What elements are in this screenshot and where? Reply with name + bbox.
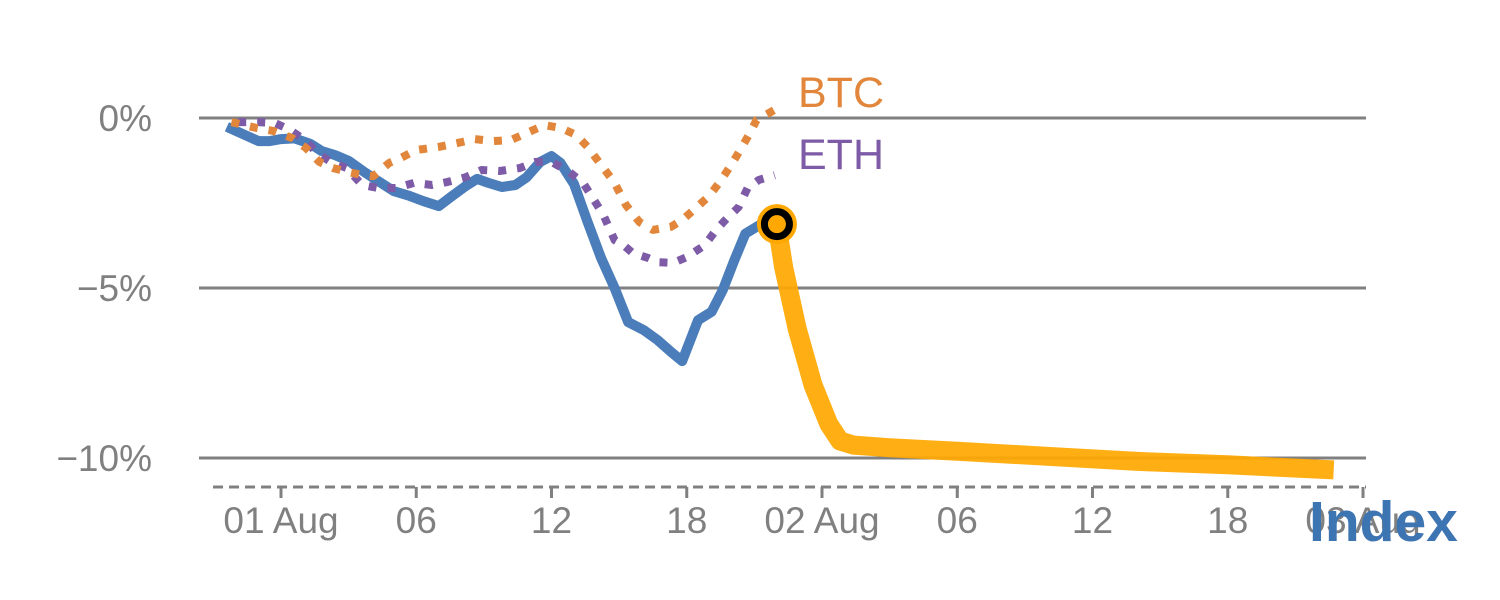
x-tick-label: 06 [937, 500, 978, 541]
x-tick-label: 03 Aug [1305, 500, 1420, 541]
series-line-index [224, 122, 777, 367]
x-axis-title-index: Index [1309, 490, 1458, 554]
series-line-btc [230, 106, 777, 234]
x-tick-label: 06 [396, 500, 437, 541]
marker-ring [760, 208, 793, 241]
series-line-index-highlight [767, 222, 1335, 480]
x-tick-label: 02 Aug [764, 500, 879, 541]
legend-label-btc: BTC [798, 69, 884, 117]
x-axis-tick-labels: 01 Aug 06 12 18 02 Aug 06 12 18 03 Aug [223, 500, 1420, 541]
x-axis [213, 485, 1366, 498]
y-tick-label: 0% [99, 98, 152, 139]
series-line-eth [238, 118, 776, 267]
legend-label-eth: ETH [798, 131, 884, 179]
x-tick-label: 01 Aug [223, 500, 338, 541]
x-tick-label: 18 [1207, 500, 1248, 541]
y-tick-label: −5% [77, 268, 152, 309]
x-tick-label: 12 [1072, 500, 1113, 541]
data-series-lines [224, 106, 1335, 480]
y-axis-tick-labels: 0% −5% −10% [56, 98, 152, 479]
x-tick-label: 12 [531, 500, 572, 541]
x-tick-label: 18 [666, 500, 707, 541]
highlight-marker [756, 204, 797, 245]
y-tick-label: −10% [56, 438, 152, 479]
